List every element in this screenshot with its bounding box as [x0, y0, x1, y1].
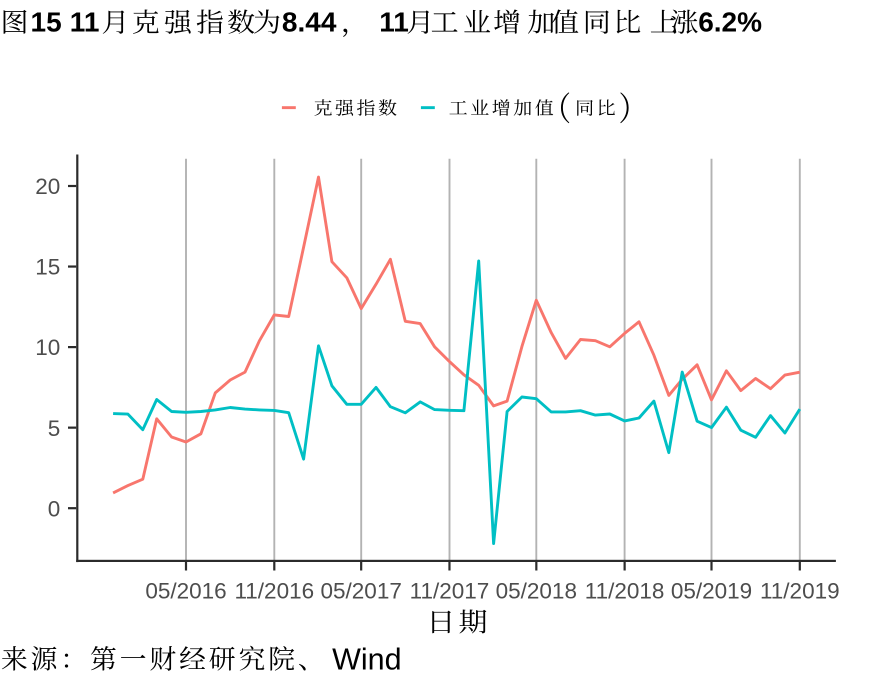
svg-text:11/2019: 11/2019 — [760, 579, 840, 604]
svg-text:6.2%: 6.2% — [698, 7, 762, 38]
svg-text:8.44: 8.44 — [282, 7, 337, 38]
svg-text:11: 11 — [70, 7, 100, 38]
svg-text:11/2018: 11/2018 — [585, 579, 665, 604]
svg-text:05/2019: 05/2019 — [671, 579, 752, 604]
svg-text:15: 15 — [35, 255, 60, 280]
svg-text:0: 0 — [48, 496, 61, 521]
svg-text:11: 11 — [379, 7, 409, 38]
svg-text:11/2016: 11/2016 — [234, 579, 314, 604]
svg-text:05/2018: 05/2018 — [496, 579, 577, 604]
svg-text:Wind: Wind — [332, 643, 402, 677]
svg-text:20: 20 — [35, 174, 60, 199]
svg-text:05/2016: 05/2016 — [145, 579, 226, 604]
svg-text:15: 15 — [31, 7, 62, 38]
svg-text:5: 5 — [48, 416, 61, 441]
svg-text:10: 10 — [35, 335, 60, 360]
svg-text:11/2017: 11/2017 — [410, 579, 490, 604]
svg-text:05/2017: 05/2017 — [321, 579, 402, 604]
